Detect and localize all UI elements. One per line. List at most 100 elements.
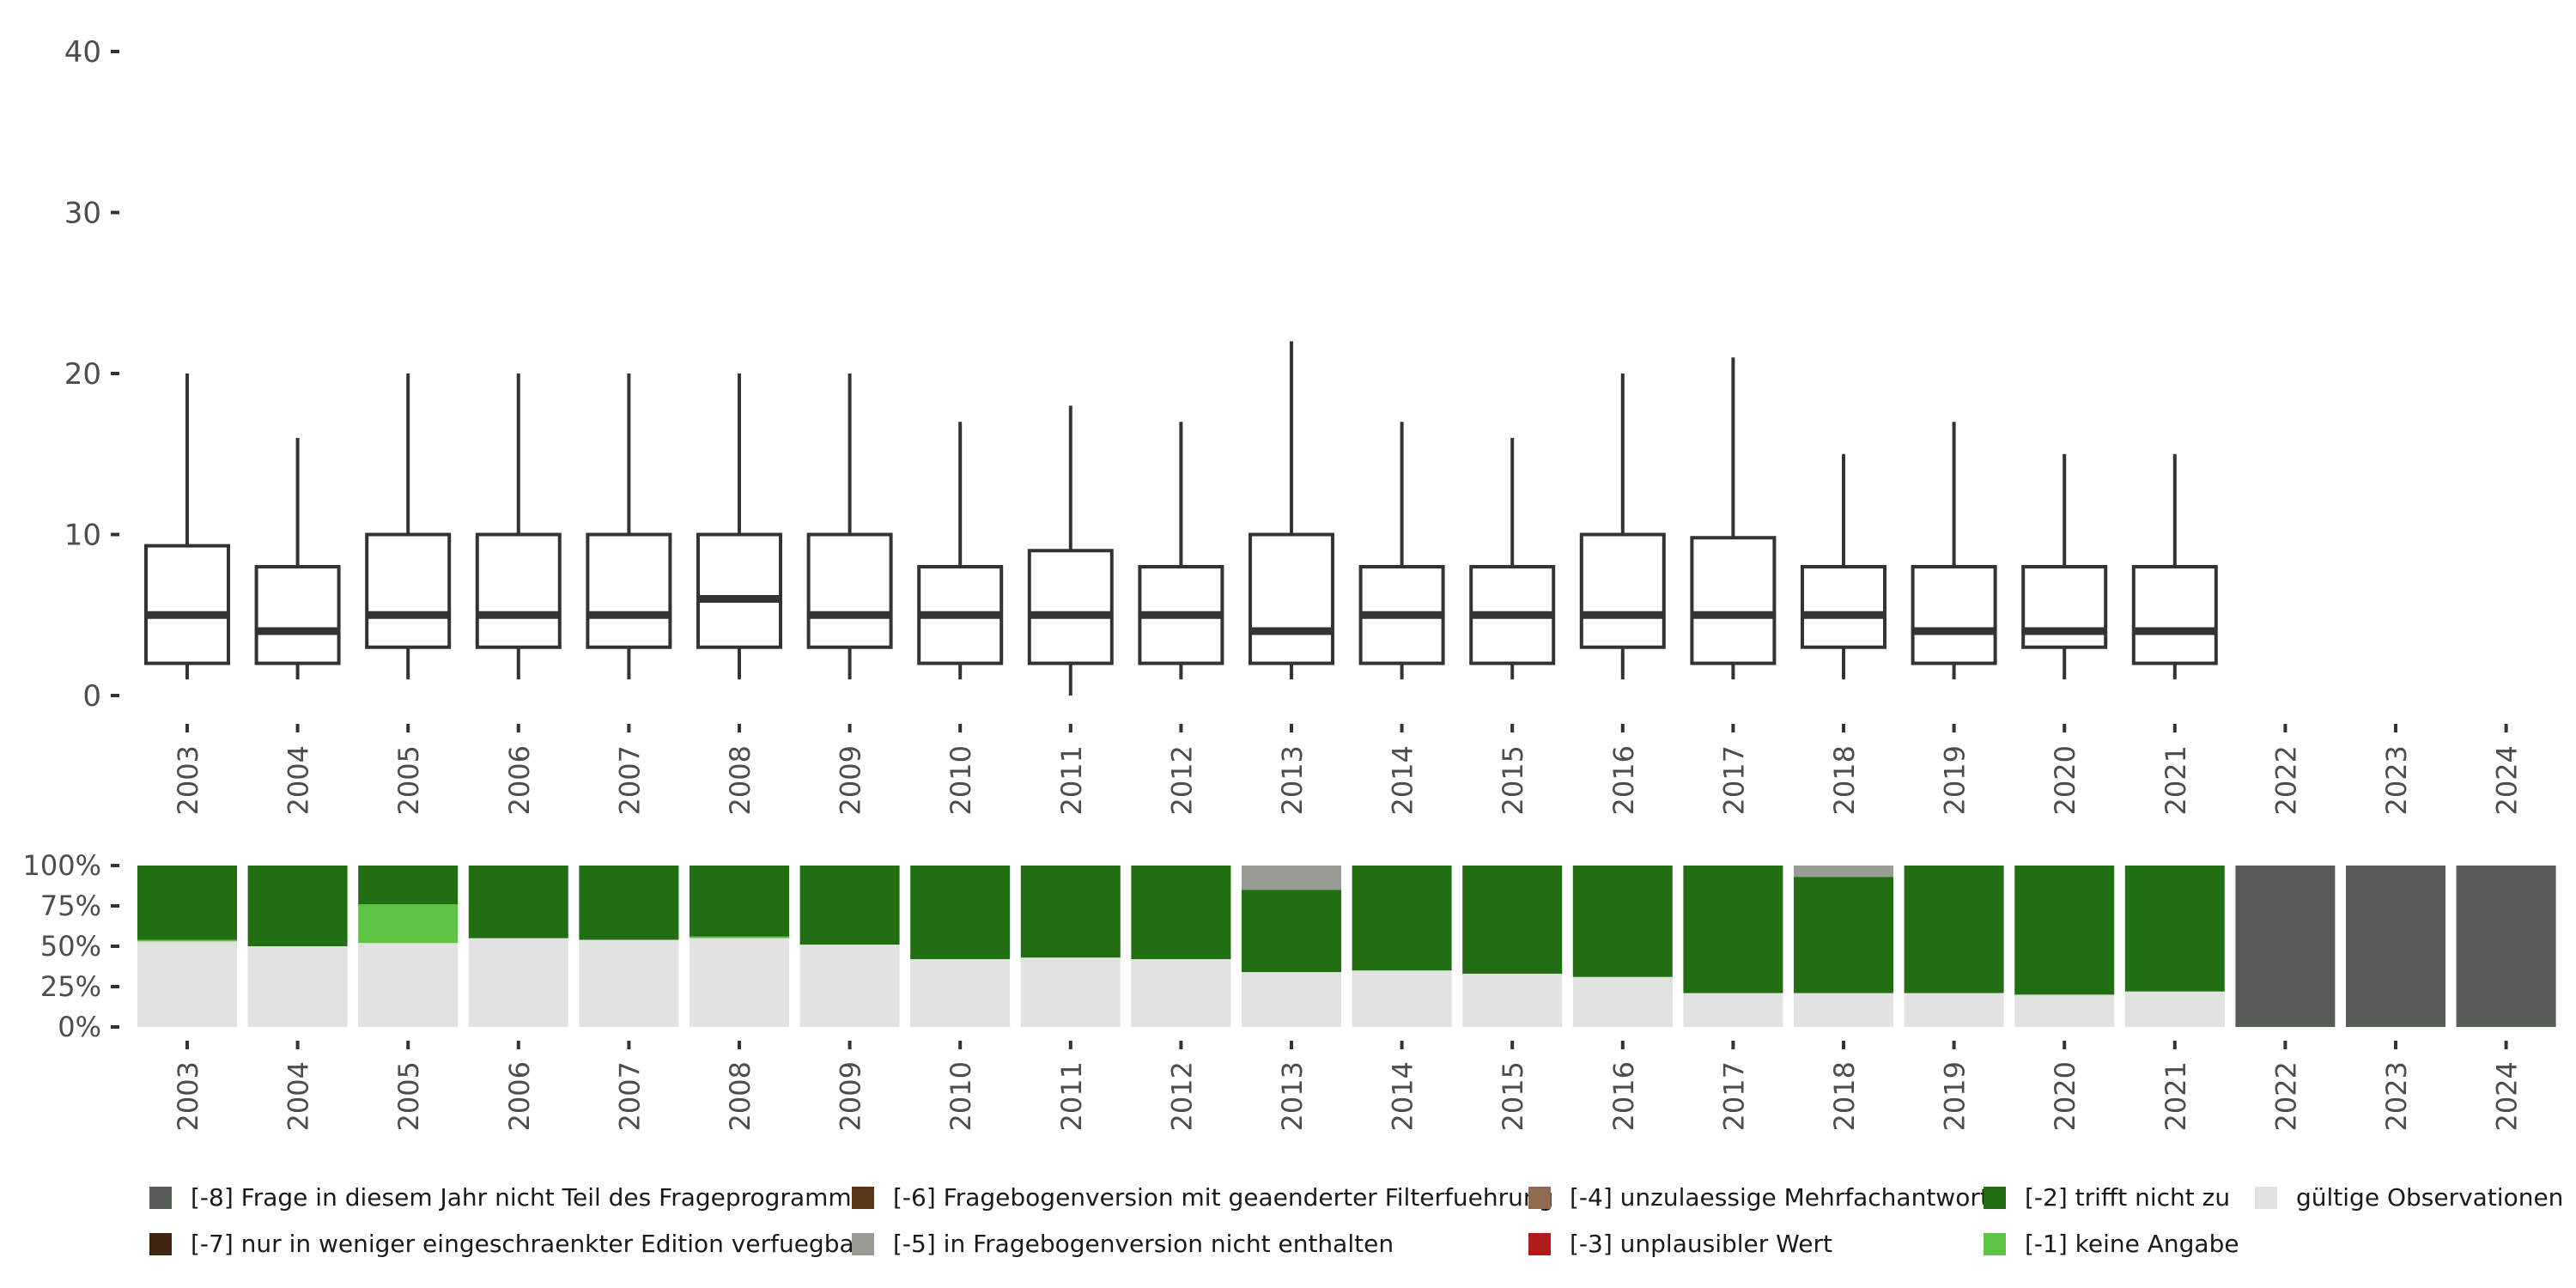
bar-segment-2005-series-1 [358, 904, 459, 944]
bar-segment-2010-series-2 [910, 866, 1011, 960]
box-y-tick-label: 10 [64, 519, 101, 553]
bar-x-tick-label: 2019 [1939, 1061, 1971, 1131]
bar-y-tick-label: 0% [58, 1011, 101, 1043]
box-iqr-2019 [1911, 565, 1997, 665]
bar-segment-2013-series-0 [1242, 972, 1341, 1027]
box-x-tick-label: 2006 [503, 745, 536, 815]
bar-segment-2015-series-2 [1462, 866, 1563, 974]
bar-segment-2003-series-2 [137, 866, 237, 940]
box-iqr-2009 [806, 532, 893, 649]
box-x-tick-label: 2004 [283, 745, 315, 815]
bar-segment-2010-series-0 [910, 959, 1011, 1027]
box-y-tick-label: 0 [82, 679, 101, 714]
bar-segment-2005-series-2 [358, 866, 459, 905]
bar-x-tick-label: 2020 [2049, 1061, 2081, 1131]
boxplot-panel: 0 10 20 30 40 2003 2004 2005 2006 2007 2008 2009 201… [64, 35, 2524, 815]
bar-x-tick-label: 2008 [724, 1061, 756, 1131]
bar-x-tick-label: 2011 [1055, 1061, 1088, 1131]
box-iqr-2013 [1249, 532, 1334, 665]
bar-segment-2019-series-2 [1904, 866, 2004, 993]
bar-segment-2020-series-2 [2014, 866, 2115, 995]
box-x-tick-label: 2014 [1387, 745, 1419, 815]
stacked-bar-panel: 0% 25% 50% 75% 100% 2003 2004 2005 2006 2007 2008 2… [23, 849, 2556, 1131]
box-iqr-2016 [1579, 532, 1666, 649]
bar-segment-2011-series-0 [1020, 957, 1121, 1027]
box-x-tick-label: 2017 [1717, 745, 1750, 815]
bar-x-tick-label: 2009 [835, 1061, 867, 1131]
bar-segment-2017-series-0 [1683, 993, 1783, 1027]
box-x-tick-label: 2013 [1276, 745, 1309, 815]
bar-x-tick-label: 2021 [2160, 1061, 2192, 1131]
bar-segment-2022-series-8 [2235, 866, 2336, 1027]
bar-segment-2003-series-0 [137, 941, 237, 1027]
bar-segment-2008-series-1 [690, 936, 789, 939]
box-iqr-2003 [144, 544, 230, 665]
box-x-tick-label: 2019 [1939, 745, 1971, 815]
box-x-tick-label: 2008 [724, 745, 756, 815]
box-x-tick-label: 2021 [2160, 745, 2192, 815]
bar-segment-2021-series-0 [2124, 991, 2225, 1027]
bar-x-tick-label: 2023 [2380, 1061, 2413, 1131]
bar-segment-2007-series-0 [579, 939, 679, 1027]
bar-x-tick-label: 2007 [613, 1061, 646, 1131]
box-x-tick-label: 2024 [2491, 745, 2524, 815]
box-x-tick-label: 2020 [2049, 745, 2081, 815]
box-iqr-2020 [2021, 565, 2108, 649]
bar-x-tick-label: 2012 [1165, 1061, 1198, 1131]
bar-segment-2015-series-0 [1462, 973, 1563, 1027]
bar-segment-2018-series-2 [1794, 877, 1893, 993]
bar-segment-2006-series-0 [468, 938, 568, 1027]
bar-segment-2011-series-2 [1020, 866, 1121, 958]
box-x-tick-label: 2007 [613, 745, 646, 815]
bar-segment-2007-series-2 [579, 866, 679, 940]
box-x-tick-label: 2016 [1607, 745, 1640, 815]
bar-segment-2019-series-0 [1904, 993, 2004, 1027]
box-x-tick-label: 2003 [172, 745, 204, 815]
bar-segment-2013-series-2 [1242, 890, 1341, 973]
bar-segment-2023-series-8 [2346, 866, 2445, 1027]
box-x-tick-label: 2012 [1165, 745, 1198, 815]
box-x-tick-label: 2023 [2380, 745, 2413, 815]
bar-segment-2003-series-1 [137, 939, 237, 942]
bar-x-tick-label: 2014 [1387, 1061, 1419, 1131]
box-iqr-2004 [254, 565, 341, 665]
bar-segment-2012-series-2 [1131, 866, 1231, 960]
bar-segment-2018-series-5 [1794, 866, 1893, 878]
bar-segment-2016-series-2 [1572, 866, 1673, 977]
bar-segment-2016-series-0 [1572, 976, 1673, 1027]
bar-segment-2020-series-0 [2014, 994, 2115, 1027]
bar-x-tick-label: 2003 [172, 1061, 204, 1131]
bar-x-tick-label: 2024 [2491, 1061, 2524, 1131]
box-y-tick-label: 20 [64, 357, 101, 392]
bar-x-tick-label: 2004 [283, 1061, 315, 1131]
box-x-tick-label: 2005 [392, 745, 425, 815]
bar-segment-2012-series-0 [1131, 959, 1231, 1027]
box-iqr-2011 [1027, 549, 1114, 665]
box-iqr-2006 [475, 532, 562, 649]
box-y-tick-label: 30 [64, 197, 101, 231]
bar-y-tick-label: 100% [23, 849, 101, 882]
bar-y-tick-label: 50% [40, 930, 101, 963]
bar-x-tick-label: 2017 [1717, 1061, 1750, 1131]
bar-x-tick-label: 2010 [945, 1061, 977, 1131]
bar-segment-2024-series-8 [2456, 866, 2556, 1027]
bar-segment-2014-series-2 [1352, 866, 1452, 971]
bar-segment-2014-series-0 [1352, 970, 1452, 1027]
bar-segment-2004-series-2 [247, 866, 348, 946]
bar-x-tick-label: 2016 [1607, 1061, 1640, 1131]
box-iqr-2017 [1690, 536, 1777, 665]
bar-x-tick-label: 2006 [503, 1061, 536, 1131]
box-y-tick-label: 40 [64, 35, 101, 70]
bar-x-tick-label: 2015 [1497, 1061, 1529, 1131]
box-x-tick-label: 2015 [1497, 745, 1529, 815]
bar-x-tick-label: 2005 [392, 1061, 425, 1131]
bar-segment-2018-series-0 [1794, 993, 1893, 1027]
box-iqr-2007 [586, 532, 672, 649]
bar-segment-2008-series-2 [690, 866, 789, 937]
bar-y-tick-label: 75% [40, 890, 101, 922]
bar-segment-2009-series-2 [799, 866, 900, 945]
bar-x-tick-label: 2018 [1828, 1061, 1861, 1131]
bar-segment-2013-series-5 [1242, 866, 1341, 890]
box-x-tick-label: 2022 [2269, 745, 2302, 815]
